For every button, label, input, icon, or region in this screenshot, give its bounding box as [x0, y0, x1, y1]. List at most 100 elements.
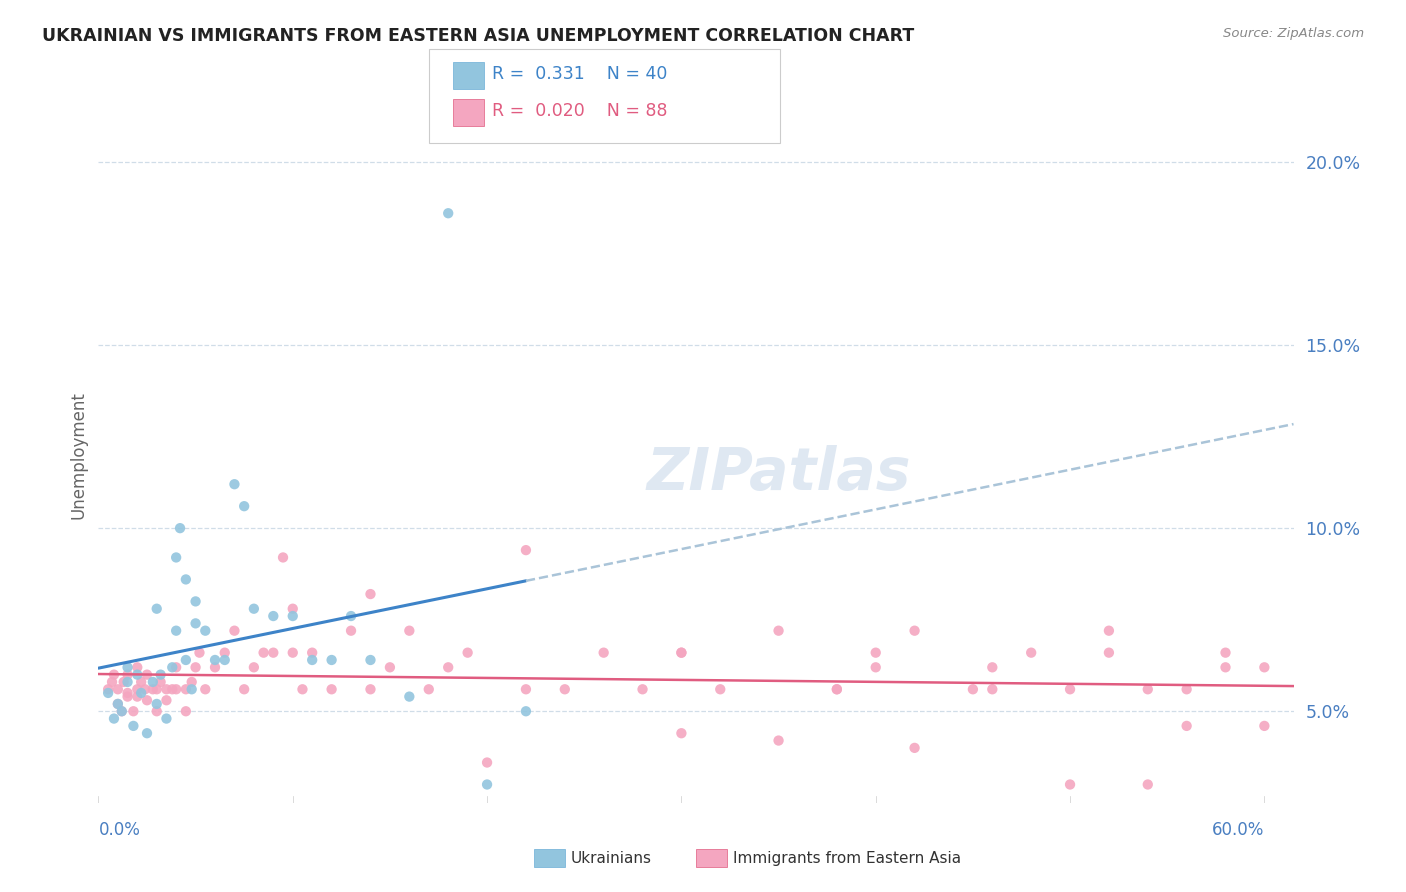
Point	[1059, 682, 1081, 697]
Point	[233, 682, 256, 697]
Point	[437, 206, 460, 220]
Point	[194, 682, 217, 697]
Point	[709, 682, 731, 697]
Point	[204, 653, 226, 667]
Point	[174, 682, 197, 697]
Point	[145, 704, 167, 718]
Point	[418, 682, 440, 697]
Point	[437, 660, 460, 674]
Bar	[534, 849, 565, 867]
Point	[243, 601, 266, 615]
Point	[281, 601, 304, 615]
Point	[398, 624, 420, 638]
Point	[1019, 646, 1042, 660]
Point	[214, 646, 236, 660]
Point	[457, 646, 479, 660]
Point	[97, 682, 120, 697]
Y-axis label: Unemployment: Unemployment	[69, 391, 87, 519]
Point	[671, 646, 693, 660]
Point	[174, 704, 197, 718]
Point	[145, 601, 167, 615]
Point	[149, 667, 172, 681]
Point	[174, 573, 197, 587]
Point	[117, 667, 139, 681]
Point	[1175, 682, 1198, 697]
Point	[145, 682, 167, 697]
Point	[174, 653, 197, 667]
Bar	[453, 99, 484, 126]
Point	[515, 704, 537, 718]
Point	[321, 653, 343, 667]
Point	[359, 587, 381, 601]
Point	[233, 499, 256, 513]
Point	[136, 693, 159, 707]
Point	[149, 675, 172, 690]
Point	[188, 646, 211, 660]
Point	[180, 682, 202, 697]
Point	[301, 653, 323, 667]
Point	[281, 609, 304, 624]
Point	[262, 646, 284, 660]
Point	[1098, 624, 1121, 638]
Point	[865, 660, 887, 674]
Point	[107, 697, 129, 711]
Point	[1098, 646, 1121, 660]
Point	[117, 690, 139, 704]
Point	[243, 660, 266, 674]
Point	[165, 660, 187, 674]
Point	[97, 686, 120, 700]
Point	[291, 682, 314, 697]
Point	[631, 682, 654, 697]
Point	[165, 624, 187, 638]
Point	[962, 682, 984, 697]
Point	[165, 550, 187, 565]
Point	[340, 624, 363, 638]
Point	[252, 646, 274, 660]
Point	[903, 624, 925, 638]
Point	[129, 675, 152, 690]
Point	[184, 660, 207, 674]
Point	[155, 682, 177, 697]
Point	[1215, 646, 1237, 660]
Point	[204, 660, 226, 674]
Point	[1175, 719, 1198, 733]
Point	[398, 690, 420, 704]
Point	[134, 682, 156, 697]
Point	[671, 726, 693, 740]
Point	[262, 609, 284, 624]
Point	[554, 682, 576, 697]
Point	[1253, 660, 1275, 674]
Point	[515, 682, 537, 697]
Text: UKRAINIAN VS IMMIGRANTS FROM EASTERN ASIA UNEMPLOYMENT CORRELATION CHART: UKRAINIAN VS IMMIGRANTS FROM EASTERN ASI…	[42, 27, 914, 45]
Text: ZIPatlas: ZIPatlas	[647, 445, 911, 501]
Point	[515, 543, 537, 558]
Point	[122, 704, 145, 718]
Text: Immigrants from Eastern Asia: Immigrants from Eastern Asia	[733, 851, 960, 865]
Point	[1136, 777, 1159, 791]
Point	[103, 712, 125, 726]
Point	[825, 682, 848, 697]
Point	[340, 609, 363, 624]
Point	[359, 682, 381, 697]
Point	[155, 693, 177, 707]
Point	[301, 646, 323, 660]
Point	[981, 682, 1004, 697]
Bar	[696, 849, 727, 867]
Point	[111, 704, 134, 718]
Point	[903, 740, 925, 755]
Text: R =  0.020    N = 88: R = 0.020 N = 88	[492, 103, 668, 120]
Text: 60.0%: 60.0%	[1212, 822, 1264, 839]
Point	[155, 712, 177, 726]
Point	[136, 726, 159, 740]
Point	[162, 660, 184, 674]
Point	[981, 660, 1004, 674]
Point	[103, 667, 125, 681]
Point	[145, 697, 167, 711]
Point	[136, 667, 159, 681]
Point	[117, 660, 139, 674]
Point	[1059, 777, 1081, 791]
Point	[127, 690, 149, 704]
Point	[194, 624, 217, 638]
Point	[127, 682, 149, 697]
Point	[184, 594, 207, 608]
